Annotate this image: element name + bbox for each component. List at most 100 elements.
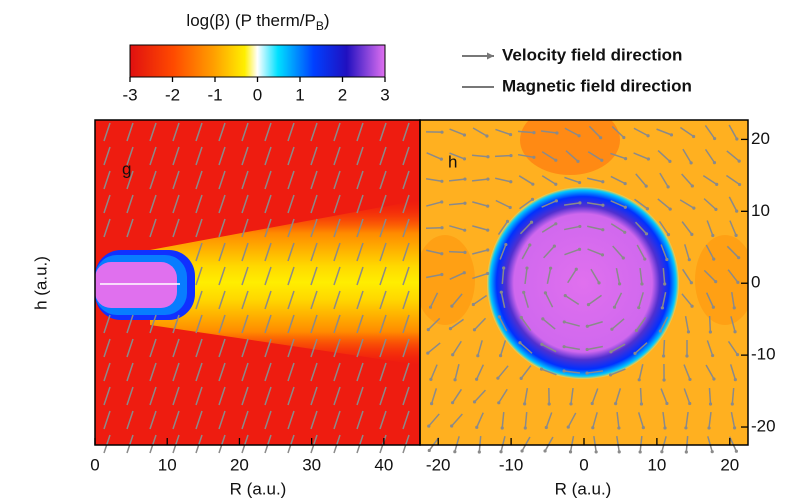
field-arrowhead xyxy=(711,353,715,358)
field-arrowhead xyxy=(569,402,573,406)
field-line xyxy=(241,338,249,358)
y-tick-label: 0 xyxy=(751,273,760,292)
field-line xyxy=(264,218,272,238)
field-arrowhead xyxy=(686,330,691,334)
x-tick-label: 20 xyxy=(720,455,739,474)
field-arrow xyxy=(683,364,691,380)
field-line xyxy=(149,386,157,406)
field-arrow xyxy=(540,130,558,134)
field-line xyxy=(241,314,249,334)
field-arrow xyxy=(728,124,738,140)
field-line xyxy=(287,242,295,262)
field-arrowhead xyxy=(520,449,524,453)
field-arrowhead xyxy=(426,328,430,332)
field-arrowhead xyxy=(733,378,737,382)
field-line xyxy=(241,434,249,454)
field-arrowhead xyxy=(600,253,605,257)
colorbar-tick-label: 3 xyxy=(380,85,389,104)
field-line xyxy=(402,146,410,166)
field-arrowhead xyxy=(486,271,490,276)
field-line xyxy=(287,170,295,190)
field-arrowhead xyxy=(497,401,501,405)
field-arrowhead xyxy=(486,228,490,232)
field-arrowhead xyxy=(688,401,692,406)
field-line xyxy=(218,386,226,406)
field-arrowhead xyxy=(617,450,621,454)
panel-label: g xyxy=(122,159,131,178)
field-arrow xyxy=(728,436,738,452)
x-tick-label: 10 xyxy=(158,455,177,474)
field-line xyxy=(126,122,134,142)
field-arrow xyxy=(731,387,735,405)
field-arrowhead xyxy=(666,185,670,189)
field-arrow xyxy=(563,370,581,374)
field-line xyxy=(333,242,341,262)
field-arrow xyxy=(616,411,620,429)
field-line xyxy=(333,434,341,454)
field-arrow xyxy=(471,154,489,158)
field-line xyxy=(195,266,203,286)
field-arrow xyxy=(425,177,443,183)
field-arrowhead xyxy=(539,367,544,371)
field-arrow xyxy=(661,436,667,452)
field-arrowhead xyxy=(528,243,532,247)
field-line xyxy=(218,410,226,430)
field-line xyxy=(379,362,387,382)
field-arrow xyxy=(427,342,441,354)
field-arrowhead xyxy=(529,220,534,224)
field-arrow xyxy=(544,292,554,308)
field-arrow xyxy=(684,315,690,333)
field-arrowhead xyxy=(734,449,738,453)
field-arrowhead xyxy=(662,378,666,382)
field-arrow xyxy=(610,368,626,376)
field-arrowhead xyxy=(450,304,454,308)
field-line xyxy=(356,194,364,214)
field-arrowhead xyxy=(426,351,430,355)
field-arrowhead xyxy=(554,158,558,162)
field-arrowhead xyxy=(599,136,603,140)
field-arrow xyxy=(472,127,488,137)
field-arrowhead xyxy=(577,247,582,251)
field-line xyxy=(172,314,180,334)
field-line xyxy=(402,194,410,214)
field-arrowhead xyxy=(439,157,443,161)
field-line xyxy=(241,194,249,214)
field-arrow xyxy=(472,249,488,255)
field-arrowhead xyxy=(644,232,649,236)
field-arrowhead xyxy=(427,424,431,428)
field-arrow xyxy=(563,345,581,351)
field-arrow xyxy=(472,225,488,231)
field-arrow xyxy=(564,127,580,137)
field-arrow xyxy=(587,248,603,256)
field-arrowhead xyxy=(684,426,688,430)
field-arrow xyxy=(634,198,648,210)
field-line xyxy=(241,266,249,286)
field-arrow xyxy=(524,267,528,285)
field-arrow xyxy=(519,221,533,235)
field-arrowhead xyxy=(710,450,714,454)
field-arrowhead xyxy=(485,134,489,138)
field-arrowhead xyxy=(498,354,503,358)
field-line xyxy=(333,290,341,310)
field-arrowhead xyxy=(585,324,589,328)
field-line xyxy=(402,314,410,334)
field-arrowhead xyxy=(637,378,641,382)
field-arrowhead xyxy=(646,134,650,138)
field-line xyxy=(172,362,180,382)
field-arrow xyxy=(428,413,440,427)
field-arrow xyxy=(587,177,603,183)
field-arrowhead xyxy=(735,209,739,213)
field-arrowhead xyxy=(712,161,717,165)
field-arrowhead xyxy=(448,326,453,331)
field-line xyxy=(356,122,364,142)
field-arrow xyxy=(704,148,716,164)
field-arrow xyxy=(657,150,671,162)
field-line xyxy=(356,314,364,334)
field-line xyxy=(402,170,410,190)
field-line xyxy=(333,194,341,214)
field-arrowhead xyxy=(715,182,719,186)
field-arrow xyxy=(682,268,692,284)
field-line xyxy=(241,242,249,262)
field-arrowhead xyxy=(608,373,613,377)
